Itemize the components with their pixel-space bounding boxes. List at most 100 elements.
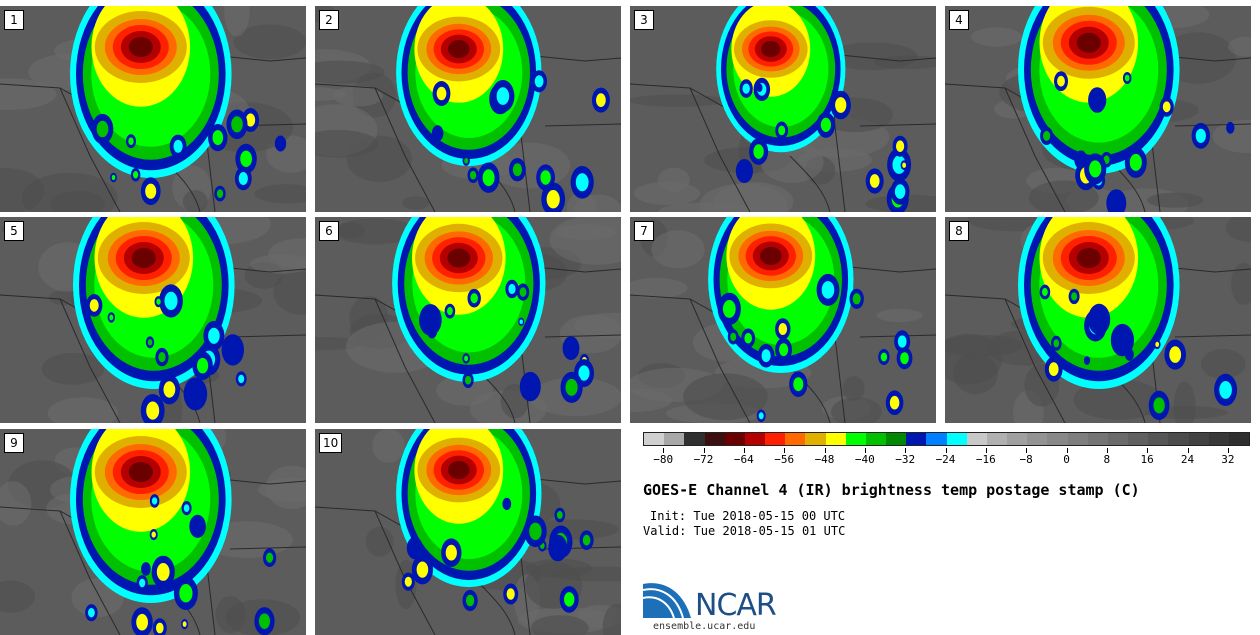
ir-map	[0, 429, 306, 635]
convective-cell	[145, 183, 157, 199]
colorbar-tick	[743, 448, 745, 453]
colorbar-segment	[785, 433, 806, 445]
convective-cell	[1124, 74, 1130, 82]
convective-cell	[519, 319, 523, 325]
convective-cell	[761, 349, 771, 363]
convective-cell	[465, 594, 475, 607]
convective-cell	[416, 561, 429, 578]
colorbar-segment	[765, 433, 786, 445]
colorbar-segment	[986, 433, 1008, 445]
colorbar-segment	[1208, 433, 1229, 445]
convective-cell	[96, 120, 109, 138]
convective-cell	[470, 293, 478, 304]
convective-cell	[742, 83, 750, 94]
colorbar-tick	[1066, 448, 1068, 453]
cloud-contour	[760, 246, 782, 265]
convective-cell	[188, 384, 202, 403]
convective-cell	[259, 613, 270, 629]
panel-number: 4	[949, 10, 969, 30]
convective-cell	[240, 150, 253, 167]
colorbar-tick-label: −8	[1019, 453, 1033, 466]
convective-cell	[1057, 75, 1065, 87]
convective-cell	[1116, 331, 1129, 349]
colorbar-segment	[926, 433, 947, 445]
ir-map	[630, 217, 936, 423]
convective-cell	[231, 116, 243, 133]
convective-cell	[793, 377, 804, 392]
colorbar-tick-label: 8	[1103, 453, 1111, 466]
convective-cell	[183, 504, 190, 512]
colorbar-tick	[905, 448, 907, 453]
convective-cell	[556, 511, 563, 519]
convective-cell	[566, 341, 576, 355]
convective-cell	[139, 578, 146, 588]
postage-stamp-panel: 8	[945, 217, 1251, 423]
convective-cell	[897, 335, 907, 348]
colorbar-tick	[1147, 448, 1149, 453]
colorbar-segment	[744, 433, 766, 445]
colorbar-segment	[724, 433, 745, 445]
cloud-contour	[1076, 32, 1101, 53]
convective-cell	[277, 139, 284, 148]
colorbar-segment	[886, 433, 907, 445]
postage-stamp-panel: 10	[315, 429, 621, 635]
convective-cell	[465, 375, 472, 385]
colorbar-tick-label: −32	[895, 453, 916, 466]
convective-cell	[1228, 124, 1233, 131]
colorbar-segment	[1188, 433, 1209, 445]
convective-cell	[156, 622, 164, 634]
cloud-contour	[128, 37, 153, 57]
convective-cell	[1219, 381, 1232, 399]
postage-stamp-panel: 5	[0, 217, 306, 423]
convective-cell	[1085, 358, 1089, 363]
colorbar-tick	[663, 448, 665, 453]
convective-cell	[730, 332, 737, 342]
convective-cell	[109, 314, 114, 321]
colorbar-tick	[864, 448, 866, 453]
convective-cell	[88, 608, 95, 618]
colorbar-segment	[845, 433, 866, 445]
colorbar-segment	[644, 433, 665, 445]
panel-number: 6	[319, 221, 339, 241]
panel-number: 3	[634, 10, 654, 30]
convective-cell	[894, 184, 906, 199]
convective-cell	[197, 357, 209, 374]
panel-number: 5	[4, 221, 24, 241]
colorbar-segment	[1007, 433, 1028, 445]
convective-cell	[133, 171, 139, 179]
convective-cell	[1146, 348, 1150, 353]
convective-cell	[540, 170, 551, 185]
state-border	[544, 123, 621, 127]
convective-cell	[869, 174, 880, 188]
state-border	[229, 546, 306, 550]
colorbar-tick	[1026, 448, 1028, 453]
convective-cell	[519, 287, 527, 297]
convective-cell	[1043, 130, 1051, 141]
colorbar-segment	[1107, 433, 1129, 445]
postage-stamp-panel: 1	[0, 6, 306, 212]
state-border	[59, 298, 121, 423]
convective-cell	[575, 173, 589, 192]
convective-cell	[739, 164, 750, 178]
colorbar-tick-label: −24	[935, 453, 956, 466]
convective-cell	[552, 540, 563, 556]
convective-cell	[1048, 362, 1059, 376]
postage-stamp-panel: 2	[315, 6, 621, 212]
convective-cell	[173, 139, 183, 153]
colorbar-segment	[1148, 433, 1169, 445]
convective-cell	[1155, 341, 1160, 347]
state-border	[689, 298, 751, 423]
convective-cell	[447, 307, 453, 316]
convective-cell	[193, 519, 203, 533]
logo-url: ensemble.ucar.edu	[653, 621, 756, 632]
ir-map	[315, 6, 621, 212]
colorbar-tick-label: −48	[814, 453, 835, 466]
colorbar-segment	[1128, 433, 1149, 445]
postage-stamp-panel: 9	[0, 429, 306, 635]
init-time: Init: Tue 2018-05-15 00 UTC	[650, 509, 846, 523]
ir-map	[945, 6, 1251, 212]
state-border	[689, 87, 751, 212]
convective-cell	[564, 592, 575, 607]
state-border	[59, 510, 121, 635]
colorbar-segment	[1087, 433, 1108, 445]
